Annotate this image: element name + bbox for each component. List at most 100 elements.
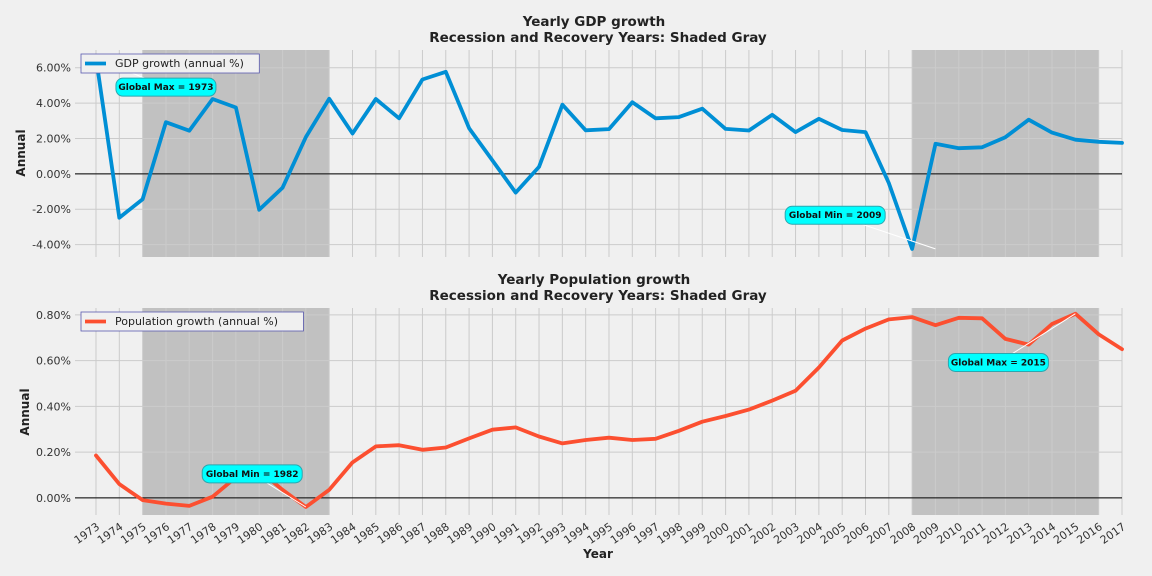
y-tick-label: 0.60% (36, 355, 71, 368)
data-point (1027, 118, 1030, 121)
y-tick-label: 0.40% (36, 400, 71, 413)
y-tick-label: 0.80% (36, 309, 71, 322)
data-point (631, 439, 634, 441)
data-point (328, 489, 330, 491)
data-point (748, 408, 750, 411)
data-point (1004, 136, 1007, 139)
data-point (818, 118, 820, 120)
data-point (468, 127, 470, 129)
legend-frame (80, 53, 260, 74)
y-tick-label: 4.00% (36, 97, 71, 110)
data-point (934, 324, 937, 326)
data-point (864, 327, 867, 330)
data-point (1121, 142, 1123, 144)
data-point (281, 489, 284, 491)
data-point (328, 97, 330, 100)
y-axis-label: Annual (18, 388, 32, 435)
data-point (1051, 131, 1053, 134)
data-point (957, 147, 960, 149)
data-point (1121, 348, 1123, 350)
y-axis-label: Annual (14, 129, 28, 176)
data-point (351, 461, 354, 464)
data-point (118, 483, 121, 485)
y-tick-label: -2.00% (32, 203, 71, 216)
data-point (981, 317, 983, 320)
data-point (375, 445, 377, 448)
y-tick-label: 2.00% (36, 132, 71, 145)
data-point (141, 198, 144, 201)
data-point (1051, 323, 1053, 325)
data-point (514, 191, 517, 194)
data-point (118, 216, 121, 219)
data-point (305, 136, 307, 138)
data-point (281, 187, 284, 189)
data-point (888, 318, 890, 321)
data-point (701, 107, 704, 110)
data-point (794, 131, 797, 133)
data-point (538, 435, 540, 438)
annotation-box (201, 464, 303, 484)
data-point (398, 117, 400, 120)
data-point (794, 390, 797, 392)
data-point (608, 436, 610, 439)
legend-frame (80, 311, 304, 332)
data-point (211, 495, 214, 498)
legend: GDP growth (annual %) (80, 53, 260, 74)
data-point (444, 70, 447, 73)
plot-area: -4.00% -2.00% 0.00% 2.00% 4.00% 6.00% Global M… (32, 50, 1124, 257)
data-point (491, 428, 494, 431)
data-point (771, 113, 774, 116)
data-point (748, 129, 750, 132)
chart-title-line1: Yearly Population growth (497, 272, 691, 288)
data-point (421, 78, 424, 81)
data-point (491, 159, 494, 162)
legend-label: Population growth (annual %) (115, 315, 278, 328)
data-point (165, 121, 167, 123)
chart-title-line2: Recession and Recovery Years: Shaded Gra… (429, 288, 767, 304)
data-point (981, 146, 983, 149)
x-axis: Year 19731974197519761977197819791980198… (72, 520, 1128, 561)
x-tick-label: 2017 (1098, 520, 1128, 547)
data-point (957, 317, 960, 319)
data-point (888, 182, 890, 184)
data-point (864, 131, 867, 133)
chart-title-line2: Recession and Recovery Years: Shaded Gra… (429, 30, 767, 46)
annotation-label: Global Min = 1982 (206, 470, 299, 480)
data-point (911, 248, 913, 250)
data-point (1004, 338, 1007, 340)
data-point (654, 438, 657, 440)
plot-area: 0.00% 0.20% 0.40% 0.60% 0.80% Global Min = 19… (36, 308, 1124, 515)
data-point (678, 430, 680, 432)
data-point (584, 129, 587, 132)
y-tick-label: 6.00% (36, 62, 71, 75)
data-point (468, 437, 470, 440)
data-point (188, 505, 191, 507)
data-point (841, 339, 843, 342)
population-growth-panel: Yearly Population growth Recession and R… (18, 272, 1124, 515)
data-point (351, 132, 354, 135)
data-point (841, 129, 843, 131)
chart-title-line1: Yearly GDP growth (522, 14, 666, 30)
data-point (724, 128, 727, 130)
data-point (421, 449, 424, 451)
data-point (771, 399, 774, 402)
data-point (1097, 333, 1100, 336)
data-point (654, 117, 657, 120)
annotation-label: Global Max = 2015 (951, 358, 1046, 368)
annotation-box (784, 205, 886, 225)
data-point (631, 101, 634, 103)
data-point (211, 98, 214, 100)
data-point (398, 444, 400, 447)
y-tick-label: 0.00% (36, 168, 71, 181)
x-axis-label: Year (582, 547, 613, 561)
data-point (584, 439, 587, 441)
legend: Population growth (annual %) (80, 311, 304, 332)
annotation-label: Global Min = 2009 (789, 211, 882, 221)
data-point (538, 166, 540, 168)
data-point (258, 208, 261, 211)
data-point (235, 106, 237, 109)
data-point (561, 103, 564, 106)
annotation-box (115, 77, 217, 97)
data-point (561, 442, 564, 445)
data-point (95, 454, 97, 457)
